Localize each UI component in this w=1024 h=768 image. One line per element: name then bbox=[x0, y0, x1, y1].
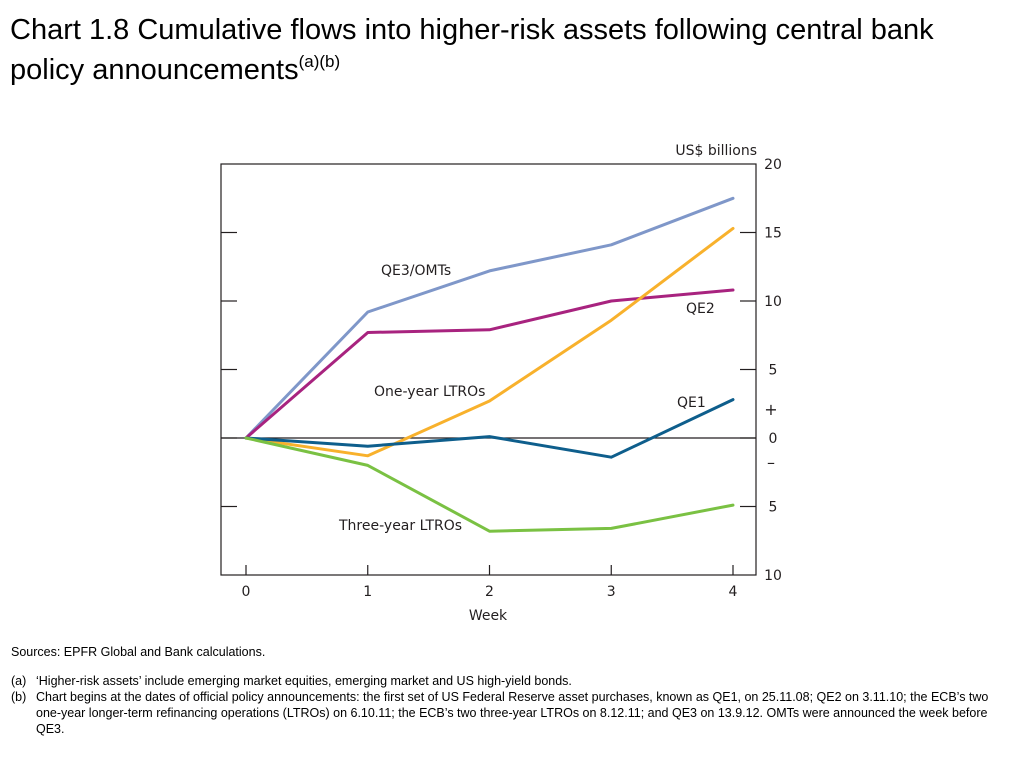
series-label-qe2: QE2 bbox=[686, 301, 715, 317]
footnote-a: (a) ‘Higher-risk assets’ include emergin… bbox=[11, 673, 1011, 689]
negative-sign-label: – bbox=[767, 453, 775, 472]
plot-frame bbox=[220, 163, 757, 576]
y-tick-label: 10 bbox=[764, 294, 782, 310]
series-line-three-year-ltros bbox=[244, 436, 735, 533]
y-tick-label: 5 bbox=[769, 363, 778, 379]
x-tick-label: 2 bbox=[485, 584, 494, 600]
footnote-b-tag: (b) bbox=[11, 690, 27, 704]
y-tick-label: 5 bbox=[769, 500, 778, 516]
x-tick-label: 3 bbox=[607, 584, 616, 600]
x-tick-label: 4 bbox=[729, 584, 738, 600]
series-label-qe3-omts: QE3/OMTs bbox=[381, 263, 451, 279]
series-line-one-year-ltros bbox=[244, 226, 735, 458]
chart-notes: Sources: EPFR Global and Bank calculatio… bbox=[11, 644, 1011, 737]
footnote-b-text: Chart begins at the dates of official po… bbox=[36, 690, 989, 736]
y-tick-label: 0 bbox=[769, 431, 778, 447]
y-axis-unit-label: US$ billions bbox=[675, 143, 757, 159]
chart-title: Chart 1.8 Cumulative flows into higher-r… bbox=[10, 10, 1010, 90]
y-tick-label: 20 bbox=[764, 157, 782, 173]
series-line-qe1 bbox=[244, 398, 735, 459]
series-label-qe1: QE1 bbox=[677, 395, 706, 411]
y-tick-label: 10 bbox=[764, 568, 782, 584]
axis-ticks: 20 15 10 5 0 5 10 0 1 2 3 4 bbox=[221, 157, 782, 600]
line-chart: 20 15 10 5 0 5 10 0 1 2 3 4 US$ billions Week + – Q… bbox=[220, 143, 782, 624]
sources-note: Sources: EPFR Global and Bank calculatio… bbox=[11, 645, 266, 659]
series-line-qe2 bbox=[244, 288, 735, 440]
chart-title-footnote-marks: (a)(b) bbox=[298, 52, 341, 71]
series-line-qe3-omts bbox=[244, 196, 735, 440]
x-tick-label: 1 bbox=[363, 584, 372, 600]
footnote-a-tag: (a) bbox=[11, 674, 27, 688]
positive-sign-label: + bbox=[764, 400, 777, 419]
chart-title-text: Chart 1.8 Cumulative flows into higher-r… bbox=[10, 14, 934, 86]
footnote-b: (b) Chart begins at the dates of officia… bbox=[11, 689, 1011, 737]
x-axis-label: Week bbox=[469, 608, 508, 624]
series-label-three-year-ltros: Three-year LTROs bbox=[338, 518, 462, 534]
x-tick-label: 0 bbox=[242, 584, 251, 600]
y-tick-label: 15 bbox=[764, 226, 782, 242]
series-lines bbox=[244, 196, 735, 533]
series-label-one-year-ltros: One-year LTROs bbox=[374, 384, 485, 400]
footnote-a-text: ‘Higher-risk assets’ include emerging ma… bbox=[36, 674, 572, 688]
